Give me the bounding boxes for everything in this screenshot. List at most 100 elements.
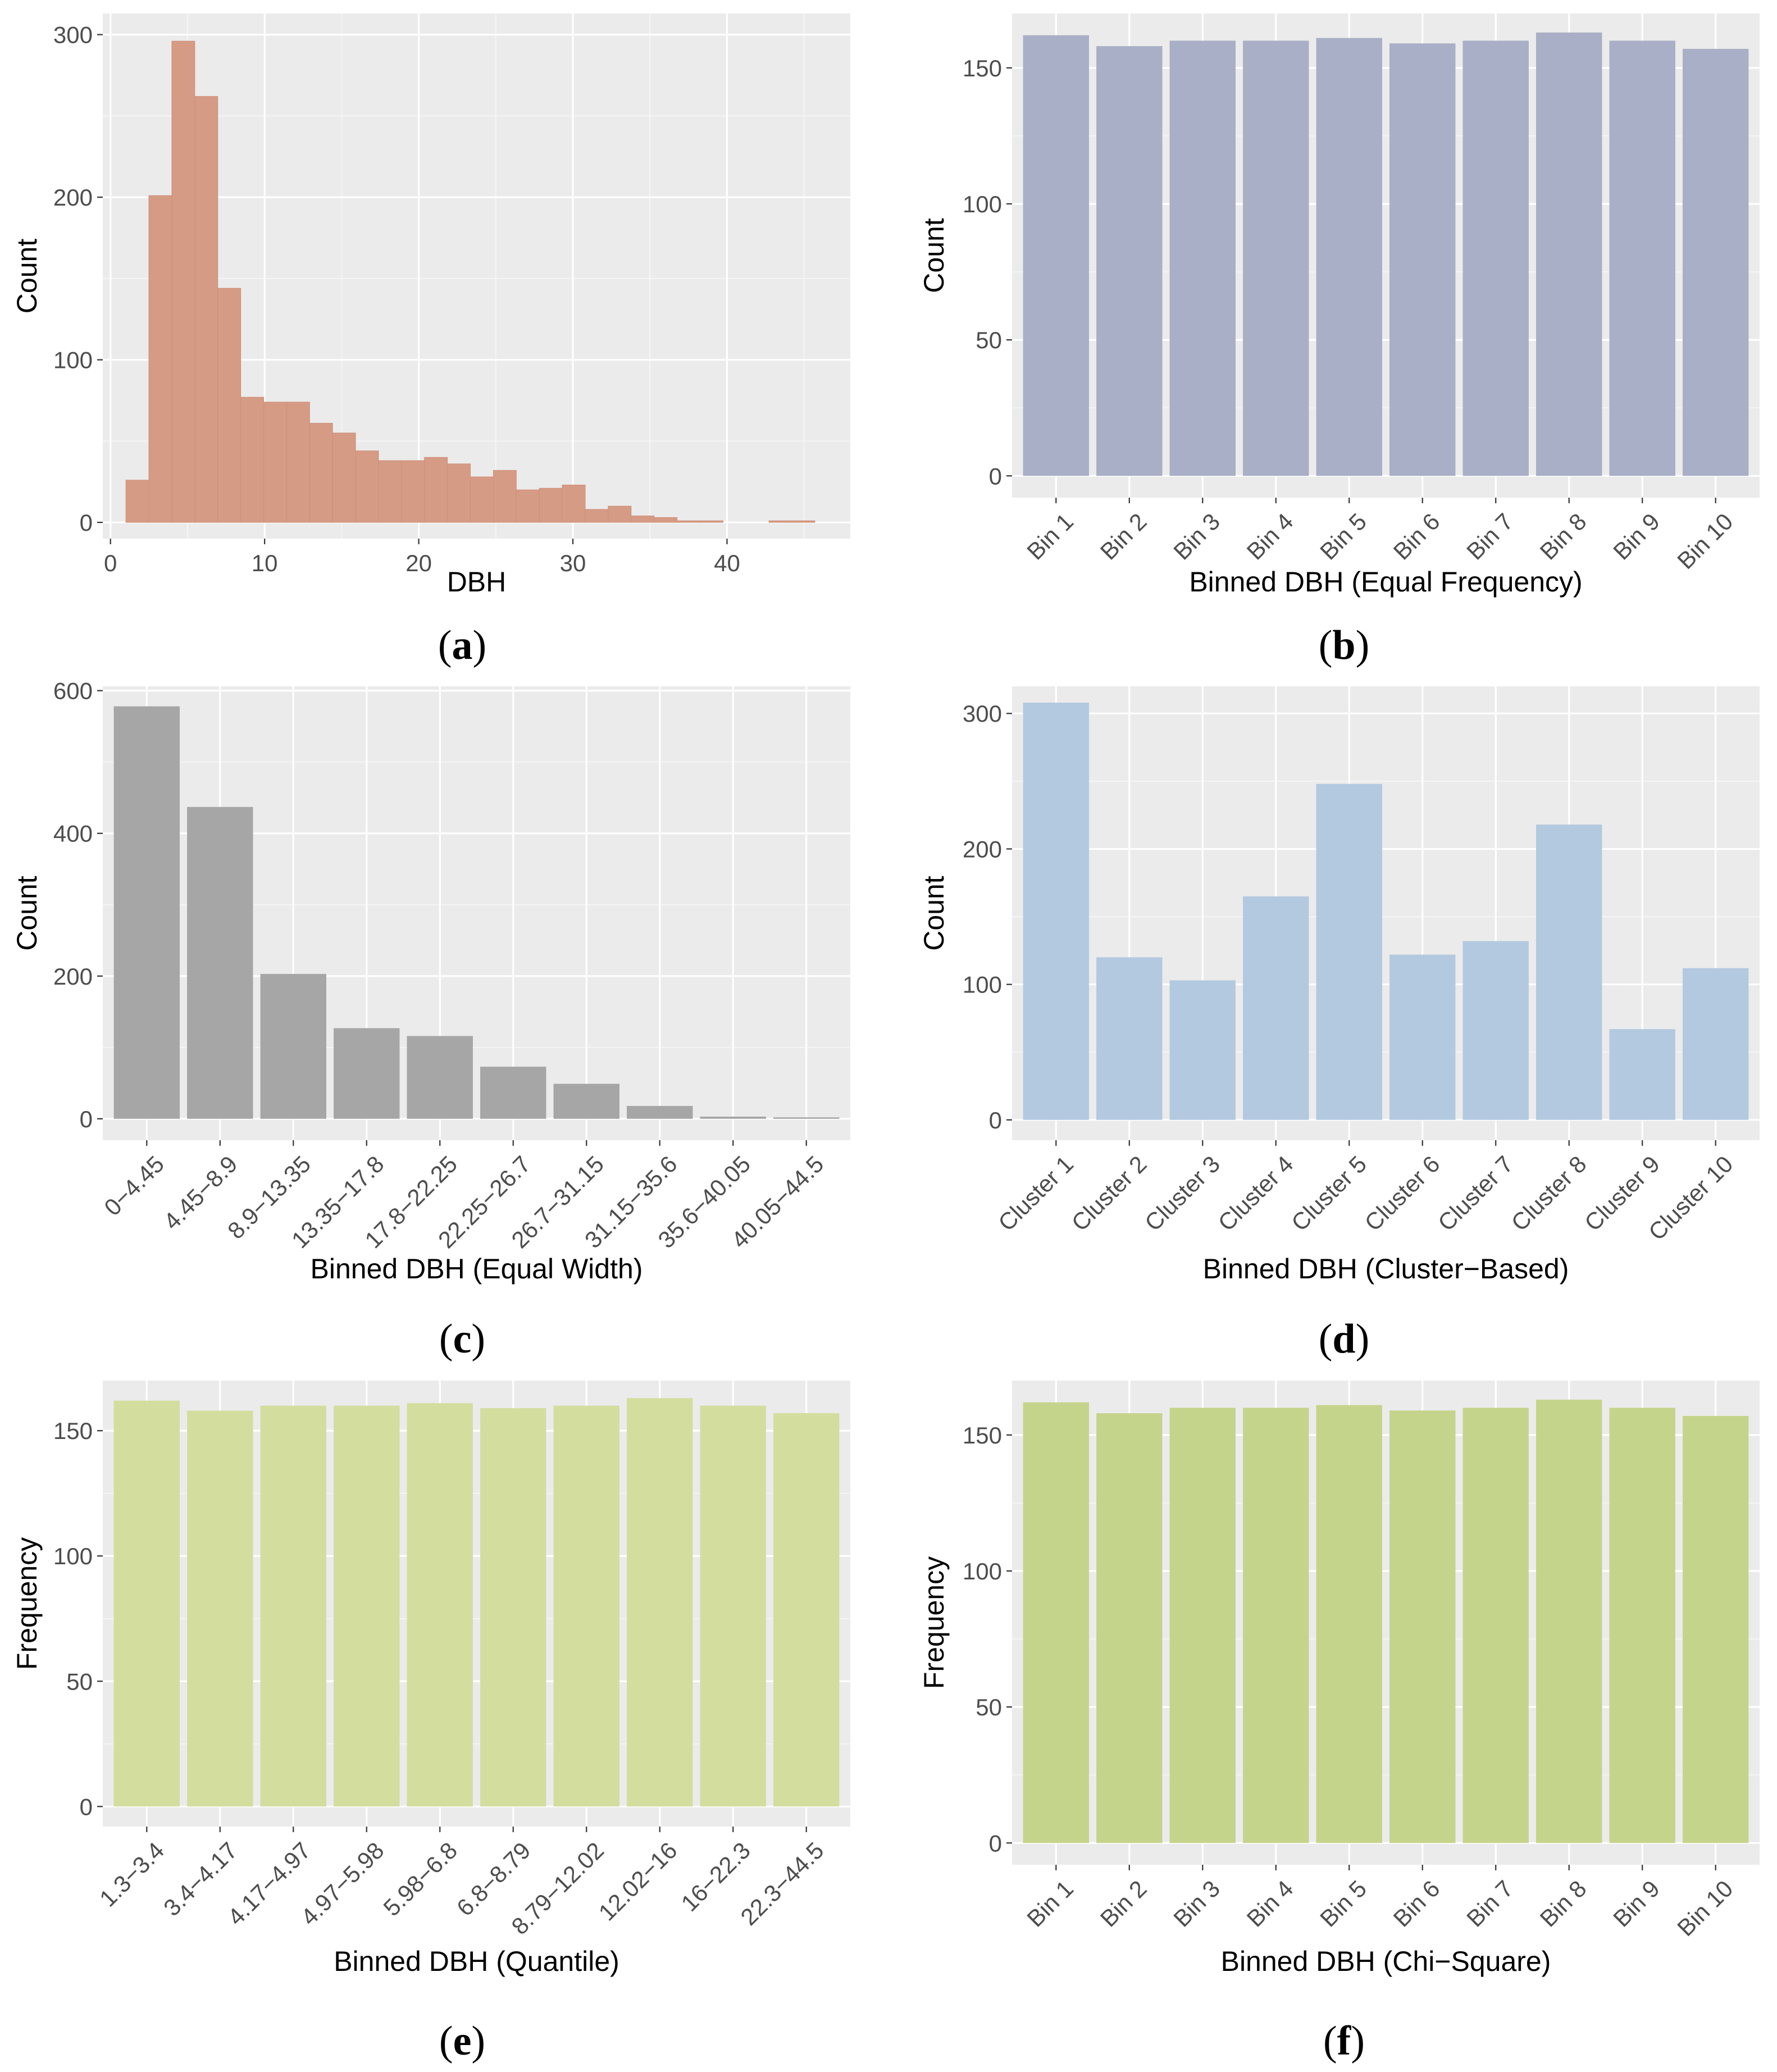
panel-tag-letter: b <box>1332 622 1355 668</box>
x-tick-label: 12.02−16 <box>594 1837 682 1926</box>
bar <box>1169 40 1236 476</box>
histogram-bar <box>654 517 678 523</box>
x-tick-label: 0−4.45 <box>99 1151 169 1221</box>
panel-tag: (d) <box>1319 1316 1369 1362</box>
panel-tag-close: ) <box>1351 2018 1365 2064</box>
histogram-bar <box>240 397 265 523</box>
y-tick-label: 150 <box>963 55 1002 81</box>
x-tick-label: Bin 1 <box>1022 508 1078 565</box>
y-tick-label: 0 <box>989 1830 1002 1856</box>
bar <box>334 1028 400 1119</box>
x-tick-label: Cluster 3 <box>1140 1151 1225 1236</box>
y-axis-title: Count <box>11 239 43 314</box>
y-tick-label: 150 <box>963 1422 1002 1449</box>
histogram-bar <box>608 506 632 523</box>
y-tick-label: 0 <box>989 1107 1002 1133</box>
x-tick-label: Bin 10 <box>1672 508 1738 574</box>
bar <box>1243 896 1309 1120</box>
bar <box>260 1405 326 1807</box>
y-axis-title: Frequency <box>11 1537 43 1670</box>
panel-tag-close: ) <box>1356 1316 1370 1362</box>
panel-tag-close: ) <box>471 1316 485 1362</box>
histogram-bar <box>309 422 333 523</box>
histogram-bar <box>171 40 195 523</box>
x-axis-title: Binned DBH (Equal Width) <box>311 1253 643 1285</box>
histogram-bar <box>148 195 172 523</box>
panel-tag-open: ( <box>1319 622 1333 668</box>
x-tick-label: 20 <box>405 550 432 576</box>
x-tick-label: Bin 10 <box>1672 1875 1738 1941</box>
bar <box>1316 1405 1382 1843</box>
y-tick-label: 0 <box>80 1106 93 1132</box>
bar <box>1096 957 1163 1120</box>
x-tick-label: 30 <box>560 550 586 576</box>
bar <box>113 1400 180 1807</box>
histogram-bar <box>631 515 655 523</box>
bar <box>1682 968 1749 1120</box>
chart-panel-c: 02004006000−4.454.45−8.98.9−13.3513.35−1… <box>11 678 850 1362</box>
panel-tag: (c) <box>439 1316 485 1362</box>
y-tick-label: 100 <box>963 191 1002 217</box>
x-tick-label: Cluster 2 <box>1067 1151 1152 1236</box>
bar <box>407 1036 473 1119</box>
bar <box>1389 954 1456 1120</box>
bar <box>1462 40 1529 476</box>
x-tick-label: Cluster 6 <box>1360 1151 1445 1236</box>
histogram-bar <box>194 96 218 523</box>
histogram-bar <box>539 488 563 523</box>
y-tick-label: 600 <box>53 678 93 704</box>
panel-tag: (b) <box>1319 622 1369 668</box>
bar <box>1023 702 1090 1120</box>
bar <box>1169 980 1236 1120</box>
panel-tag: (f) <box>1323 2018 1365 2064</box>
bar <box>1243 1408 1309 1843</box>
histogram-bar <box>286 402 310 523</box>
y-tick-label: 400 <box>53 821 93 847</box>
y-tick-label: 200 <box>53 184 93 211</box>
x-tick-label: 1.3−3.4 <box>94 1837 169 1912</box>
y-tick-label: 200 <box>963 836 1002 862</box>
bar <box>1096 46 1163 476</box>
panel-tag-open: ( <box>1323 2018 1337 2064</box>
x-tick-label: Cluster 7 <box>1433 1151 1518 1236</box>
histogram-bar <box>263 402 287 523</box>
bar <box>1682 1415 1749 1843</box>
y-tick-label: 100 <box>53 1543 93 1569</box>
bar <box>334 1405 400 1807</box>
panel-tag-letter: f <box>1337 2018 1352 2064</box>
chart-panel-a: 0 100 200 300 0 10 20 30 40 DBH Count (a) <box>11 13 850 668</box>
histogram-bar <box>378 460 402 523</box>
bar <box>187 807 253 1119</box>
y-tick-label: 50 <box>66 1668 93 1695</box>
x-axis-title: Binned DBH (Chi−Square) <box>1221 1946 1551 1977</box>
y-axis-title: Count <box>918 876 950 951</box>
bar <box>1536 32 1602 476</box>
bar <box>113 706 180 1119</box>
bar <box>480 1067 546 1119</box>
y-tick-label: 0 <box>989 463 1002 489</box>
bar <box>1243 40 1309 476</box>
bar <box>700 1405 766 1807</box>
x-tick-label: Bin 6 <box>1388 508 1445 565</box>
bar <box>1096 1413 1163 1843</box>
panel-tag-letter: a <box>452 622 473 668</box>
x-tick-label: Bin 3 <box>1168 1875 1225 1932</box>
bar <box>1316 784 1382 1120</box>
y-tick-label: 0 <box>80 509 93 536</box>
x-tick-label: Bin 2 <box>1095 508 1152 565</box>
bar <box>1462 1408 1529 1843</box>
bar <box>1169 1408 1236 1843</box>
bar <box>480 1408 546 1807</box>
bar <box>1316 38 1382 476</box>
histogram-bar <box>470 476 494 523</box>
panel-tag-close: ) <box>471 2018 485 2064</box>
bar <box>1462 941 1529 1120</box>
bar <box>627 1106 693 1119</box>
y-tick-label: 50 <box>976 327 1002 353</box>
x-tick-label: 5.98−6.8 <box>378 1837 462 1921</box>
histogram-bar <box>401 460 425 523</box>
histogram-bar <box>447 463 471 523</box>
x-tick-label: Bin 7 <box>1461 1875 1518 1932</box>
